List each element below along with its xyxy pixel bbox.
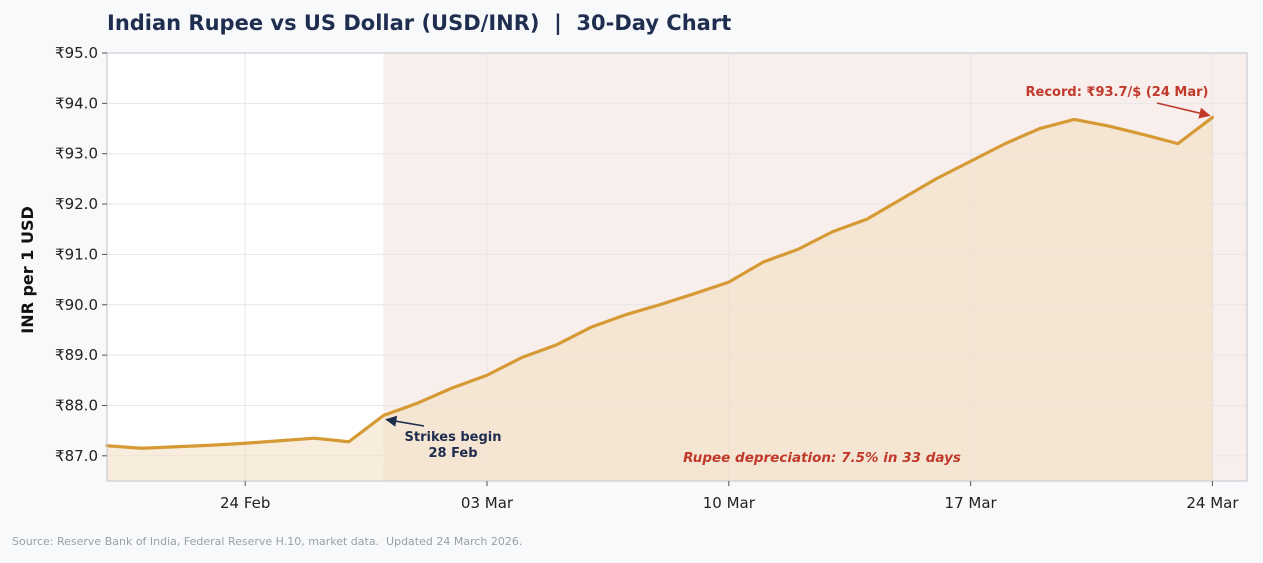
- x-tick-label: 17 Mar: [945, 494, 998, 512]
- y-tick-label: ₹94.0: [55, 94, 98, 112]
- y-tick-label: ₹93.0: [55, 145, 98, 163]
- x-tick-label: 10 Mar: [703, 494, 756, 512]
- plot-area: ₹87.0 ₹88.0 ₹89.0 ₹90.0 ₹91.0 ₹92.0 ₹93.0 ₹94.0…: [55, 44, 1248, 512]
- plot-frame: [106, 52, 1248, 482]
- record-annotation: Record: ₹93.7/$ (24 Mar): [1026, 85, 1209, 100]
- x-tick-label: 03 Mar: [461, 494, 514, 512]
- y-tick-label: ₹91.0: [55, 245, 98, 263]
- series-line: [105, 115, 1215, 450]
- y-tick-label: ₹92.0: [55, 195, 98, 213]
- y-tick-label: ₹88.0: [55, 396, 98, 414]
- annotations: Record: ₹93.7/$ (24 Mar) Strikes begin 28 …: [385, 85, 1211, 466]
- y-tick-label: ₹89.0: [55, 346, 98, 364]
- y-tick-label: ₹90.0: [55, 296, 98, 314]
- strikes-annotation-line: Strikes begin: [405, 430, 502, 445]
- chart-title: Indian Rupee vs US Dollar (USD/INR) | 30…: [107, 11, 731, 36]
- y-tick-label: ₹95.0: [55, 44, 98, 62]
- source-note: Source: Reserve Bank of India, Federal R…: [12, 535, 522, 548]
- strikes-arrow: [385, 415, 425, 427]
- y-axis-title-group: INR per 1 USD: [18, 206, 37, 334]
- strikes-annotation: Strikes begin 28 Feb: [405, 430, 502, 461]
- strikes-annotation-line: 28 Feb: [428, 446, 477, 461]
- series-area: [107, 117, 1213, 481]
- y-tick-label: ₹87.0: [55, 447, 98, 465]
- x-tick-label: 24 Mar: [1186, 494, 1239, 512]
- depreciation-note: Rupee depreciation: 7.5% in 33 days: [683, 450, 961, 466]
- x-tick-label: 24 Feb: [220, 494, 270, 512]
- record-arrow: [1156, 102, 1211, 119]
- y-axis-title: INR per 1 USD: [18, 206, 37, 334]
- chart-title-group: Indian Rupee vs US Dollar (USD/INR) | 30…: [107, 11, 731, 36]
